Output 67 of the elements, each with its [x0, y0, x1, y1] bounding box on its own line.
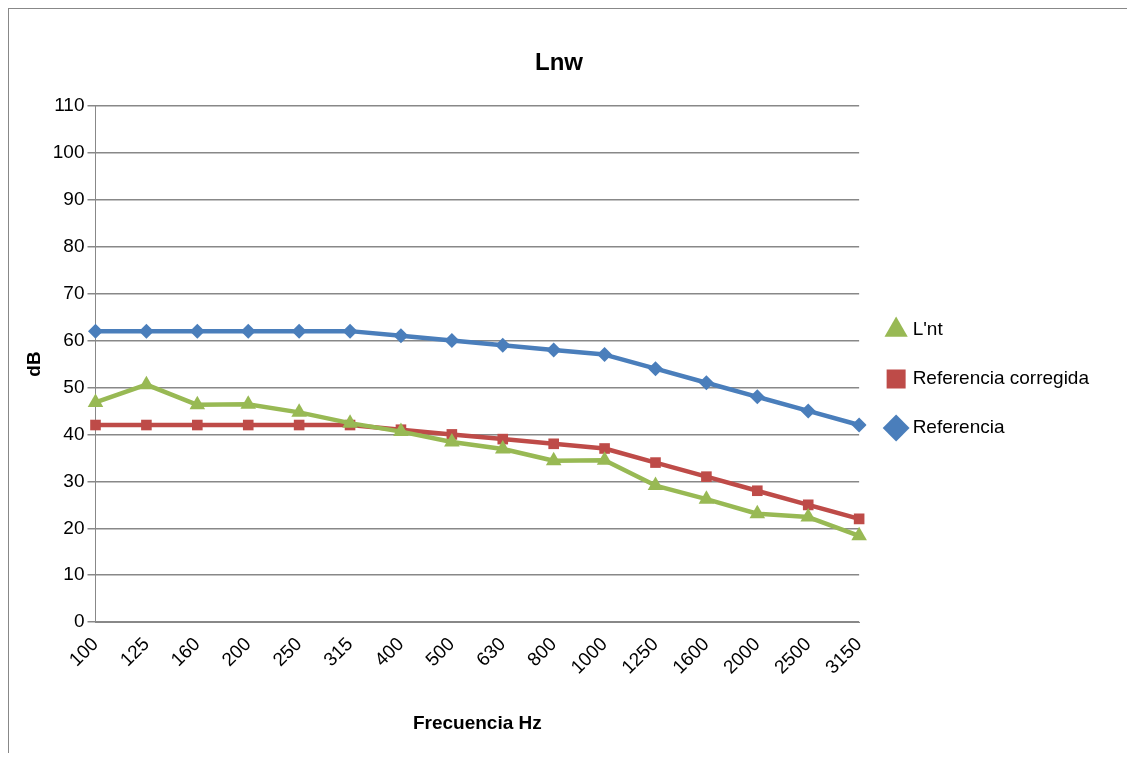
point [599, 443, 610, 454]
x-tick-label: 400 [370, 632, 408, 671]
point [548, 438, 559, 450]
point [291, 323, 307, 339]
point [800, 508, 817, 522]
y-tick-label: 90 [63, 187, 85, 209]
point [698, 375, 714, 391]
point [189, 395, 206, 410]
point [88, 323, 103, 339]
point [701, 471, 712, 482]
y-tick-label: 70 [63, 281, 85, 303]
legend-label: L'nt [912, 318, 944, 340]
point [494, 439, 511, 454]
x-tick-label: 160 [166, 632, 204, 671]
x-axis-title: Frecuencia Hz [412, 711, 542, 733]
point [802, 499, 814, 511]
point [87, 393, 104, 407]
point [495, 337, 511, 353]
point [647, 476, 664, 491]
point [597, 347, 613, 363]
y-tick-label: 60 [63, 328, 85, 350]
point [545, 451, 562, 466]
point [647, 361, 663, 377]
y-tick-label: 10 [63, 563, 85, 585]
point [698, 490, 715, 504]
y-tick-label: 100 [52, 140, 85, 162]
y-tick-label: 20 [63, 516, 85, 538]
x-tick-label: 630 [472, 632, 510, 671]
y-axis-title: dB [22, 351, 44, 377]
point [444, 333, 460, 349]
x-tick-label: 250 [268, 632, 306, 671]
point [138, 323, 154, 339]
y-tick-label: 0 [73, 610, 85, 632]
y-tick-label: 30 [63, 469, 85, 491]
x-tick-label: 200 [217, 632, 255, 671]
point [851, 526, 867, 541]
point [851, 417, 867, 433]
point [650, 457, 661, 468]
point [141, 419, 152, 431]
legend-label: Referencia [912, 416, 1005, 438]
x-tick-label: 500 [421, 632, 459, 671]
point [242, 419, 254, 431]
point [291, 403, 307, 417]
x-tick-label: 125 [115, 632, 153, 671]
point [546, 342, 562, 358]
point [749, 504, 766, 519]
point [342, 414, 358, 428]
point [444, 432, 460, 447]
x-tick-label: 315 [319, 632, 357, 671]
point [752, 485, 763, 497]
point [192, 419, 203, 431]
point [342, 323, 358, 339]
point [240, 395, 257, 409]
x-tick-label: 800 [522, 632, 561, 671]
point [240, 323, 256, 339]
point [138, 375, 155, 390]
point [90, 419, 101, 431]
point [749, 389, 765, 405]
y-tick-label: 50 [63, 375, 85, 397]
legend-label: Referencia corregida [912, 367, 1090, 389]
point [393, 328, 409, 344]
y-tick-label: 40 [63, 422, 85, 444]
y-tick-label: 110 [54, 94, 85, 116]
chart-title: Lnw [535, 48, 584, 76]
point [800, 403, 816, 419]
point [189, 323, 205, 339]
y-tick-label: 80 [63, 234, 85, 256]
